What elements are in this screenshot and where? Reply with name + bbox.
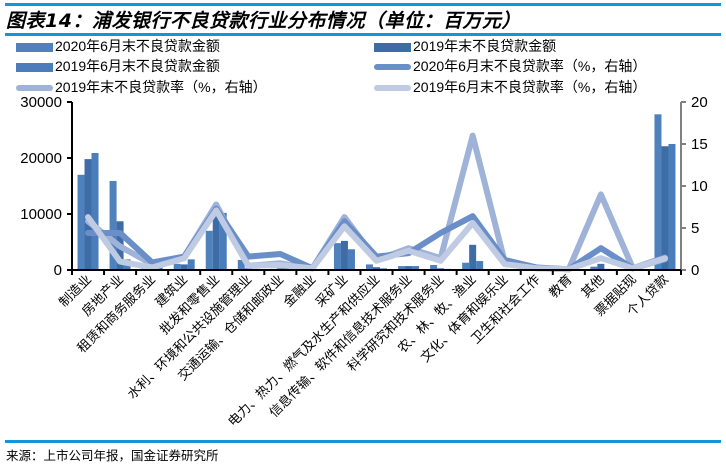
left-tick-label: 20000 [20, 150, 62, 167]
bar [77, 174, 85, 270]
source-note: 来源：上市公司年报，国金证券研究所 [6, 448, 219, 463]
legend-label: 2019年末不良贷款金额 [413, 38, 557, 54]
legend-item: 2019年末不良贷款率（%，右轴） [16, 77, 267, 97]
left-tick-label: 10000 [20, 206, 62, 223]
bar [668, 144, 676, 270]
bar [109, 180, 117, 270]
bar [212, 214, 220, 270]
bar [91, 152, 99, 270]
left-tick-label: 0 [54, 262, 62, 279]
bar [333, 243, 341, 270]
title-rule [5, 33, 721, 36]
right-tick-label: 15 [691, 136, 708, 153]
legend-item: 2019年6月末不良贷款率（%，右轴） [374, 77, 646, 97]
line-swatch-icon [374, 64, 411, 71]
top-rule [5, 3, 721, 6]
bar-swatch-icon [374, 42, 411, 52]
x-category-label: 教育 [546, 272, 576, 302]
right-tick-label: 0 [691, 262, 699, 279]
footer-rule [5, 440, 721, 443]
bar [205, 230, 213, 270]
legend-label: 2020年6月末不良贷款率（%，右轴） [413, 58, 647, 74]
legend: 2020年6月末不良贷款金额 2019年末不良贷款金额 2019年6月末不良贷款… [0, 36, 726, 98]
bar [597, 263, 605, 270]
bar [366, 264, 373, 270]
bar [373, 267, 380, 270]
bar [469, 244, 477, 270]
bar [462, 262, 470, 270]
bar [398, 266, 406, 270]
bar [476, 261, 484, 270]
bar [661, 146, 669, 270]
bar [430, 264, 438, 270]
bar [155, 267, 163, 270]
chart-title: 图表14：浦发银行不良贷款行业分布情况（单位：百万元） [6, 10, 521, 32]
legend-item: 2020年6月末不良贷款金额 [16, 36, 220, 56]
left-tick-label: 30000 [20, 94, 62, 111]
right-tick-label: 20 [691, 94, 708, 111]
bar [347, 249, 355, 270]
bar [412, 266, 420, 270]
legend-label: 2020年6月末不良贷款金额 [55, 38, 220, 54]
legend-label: 2019年6月末不良贷款率（%，右轴） [413, 79, 647, 95]
x-category-label: 金融业 [280, 272, 319, 311]
bar [340, 240, 348, 270]
right-tick-label: 5 [691, 220, 699, 237]
line-swatch-icon [374, 85, 411, 92]
line-swatch-icon [16, 85, 53, 92]
bar [590, 266, 598, 270]
bar-swatch-icon [16, 62, 53, 72]
bar [237, 259, 245, 270]
bar [219, 212, 227, 270]
bar [173, 263, 181, 270]
legend-label: 2019年末不良贷款率（%，右轴） [55, 79, 267, 95]
legend-item: 2020年6月末不良贷款率（%，右轴） [374, 56, 646, 76]
bar [654, 114, 662, 270]
legend-item: 2019年6月末不良贷款金额 [16, 56, 220, 76]
bar [180, 264, 188, 270]
rate-line [85, 132, 668, 273]
bar-swatch-icon [16, 42, 53, 52]
legend-item: 2019年末不良贷款金额 [374, 36, 556, 56]
bar [187, 259, 195, 270]
legend-label: 2019年6月末不良贷款金额 [55, 58, 220, 74]
bar [405, 266, 413, 270]
right-tick-label: 10 [691, 178, 708, 195]
